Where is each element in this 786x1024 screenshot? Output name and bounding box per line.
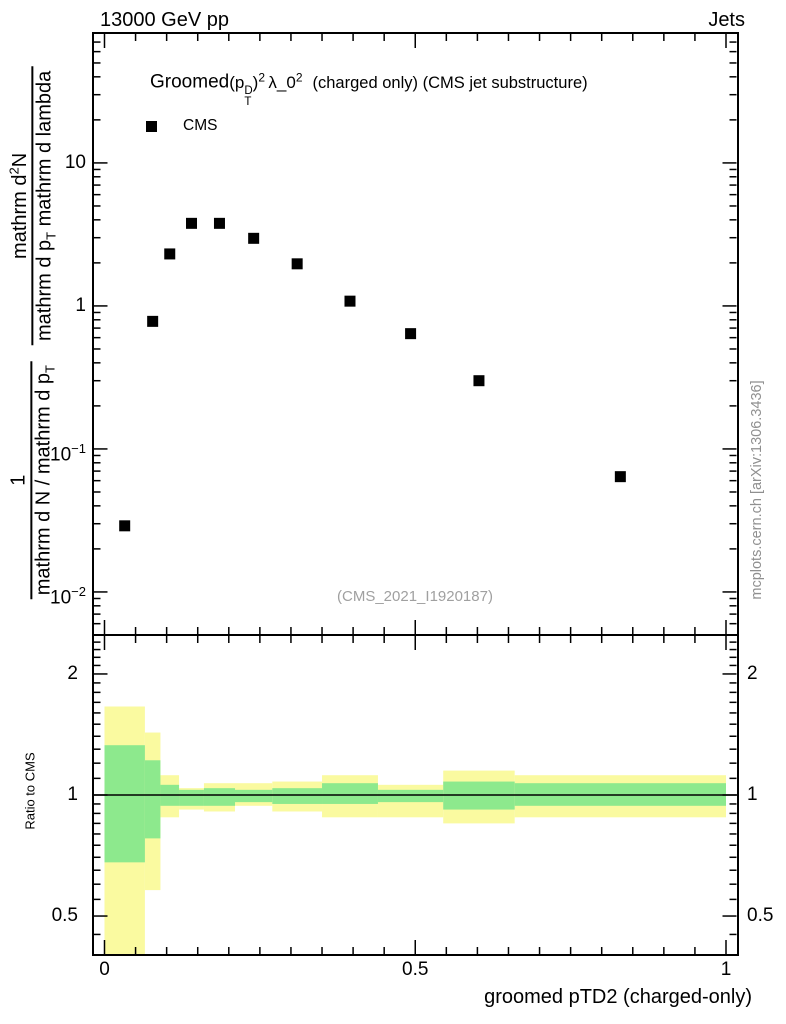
data-point-marker bbox=[147, 315, 159, 327]
title-ptd-exp: 2 bbox=[258, 70, 265, 84]
ratio-uncertainty-bands bbox=[104, 706, 727, 954]
legend-label-cms: CMS bbox=[183, 117, 218, 134]
inner-uncertainty-band bbox=[377, 789, 444, 803]
data-point-marker bbox=[344, 295, 356, 307]
legend: CMS bbox=[146, 117, 217, 135]
observable-title: Groomed(p D T)2 λ_02 (charged only) (CMS je… bbox=[150, 70, 588, 108]
inner-uncertainty-band bbox=[203, 788, 236, 806]
cms-square-marker-icon bbox=[146, 120, 157, 132]
inner-uncertainty-band bbox=[235, 789, 273, 803]
beam-energy-label: 13000 GeV pp bbox=[100, 9, 229, 31]
title-lambda: λ_0 bbox=[268, 72, 296, 92]
data-point-marker bbox=[119, 520, 131, 532]
x-tick-label: 0 bbox=[99, 959, 110, 980]
title-suffix: (charged only) (CMS jet substructure) bbox=[312, 73, 588, 92]
ratio-y-tick-label-right: 0.5 bbox=[747, 905, 774, 927]
mcplots-credit: mcplots.cern.ch [arXiv:1306.3436] bbox=[749, 380, 765, 600]
data-point-marker bbox=[186, 217, 198, 229]
main-y-tick-label: 10−1 bbox=[50, 440, 86, 466]
data-point-marker bbox=[473, 375, 485, 387]
data-point-marker bbox=[248, 232, 260, 244]
inner-uncertainty-band bbox=[179, 789, 204, 806]
main-y-axis-title: 1 mathrm d N / mathrm d pT mathrm d2N ma… bbox=[6, 66, 59, 600]
inner-uncertainty-band bbox=[272, 788, 323, 804]
cms-data-points bbox=[119, 217, 626, 532]
main-y-tick-label: 10−2 bbox=[50, 583, 86, 609]
title-lambda-exp: 2 bbox=[295, 70, 303, 84]
analysis-group-label: Jets bbox=[708, 9, 745, 31]
main-y-tick-label: 10 bbox=[64, 151, 86, 173]
inner-uncertainty-band bbox=[144, 760, 161, 839]
main-y-tick-label: 1 bbox=[75, 294, 86, 316]
title-math-ptd: (p D T)2 λ_02 bbox=[229, 70, 303, 108]
data-point-marker bbox=[213, 217, 225, 229]
inner-uncertainty-band bbox=[322, 783, 378, 804]
data-point-marker bbox=[405, 328, 417, 340]
ratio-y-tick-label-left: 1 bbox=[67, 784, 78, 805]
ratio-y-tick-label-right: 2 bbox=[747, 662, 758, 684]
data-point-marker bbox=[614, 471, 626, 483]
frac1-numerator: 1 bbox=[7, 474, 30, 486]
x-tick-label: 0.5 bbox=[402, 959, 429, 980]
data-point-marker bbox=[291, 258, 303, 270]
title-prefix: Groomed bbox=[150, 71, 230, 93]
data-point-marker bbox=[164, 248, 176, 260]
frac1-denominator: mathrm d N / mathrm d pT bbox=[30, 361, 58, 600]
title-ptd-sub: T bbox=[244, 95, 252, 108]
y-title-fraction-1: 1 mathrm d N / mathrm d pT bbox=[7, 361, 58, 600]
ratio-y-tick-label-right: 1 bbox=[747, 784, 758, 805]
inner-uncertainty-band bbox=[104, 745, 145, 863]
analysis-id-watermark: (CMS_2021_I1920187) bbox=[337, 588, 493, 605]
ratio-y-tick-label-left: 2 bbox=[67, 662, 78, 684]
axis-ticks bbox=[93, 34, 737, 954]
x-tick-label: 1 bbox=[720, 959, 732, 980]
title-ptd-sup: D bbox=[244, 84, 253, 97]
ratio-y-tick-label-left: 0.5 bbox=[51, 905, 78, 927]
x-axis-title: groomed pTD2 (charged-only) bbox=[484, 986, 752, 1008]
